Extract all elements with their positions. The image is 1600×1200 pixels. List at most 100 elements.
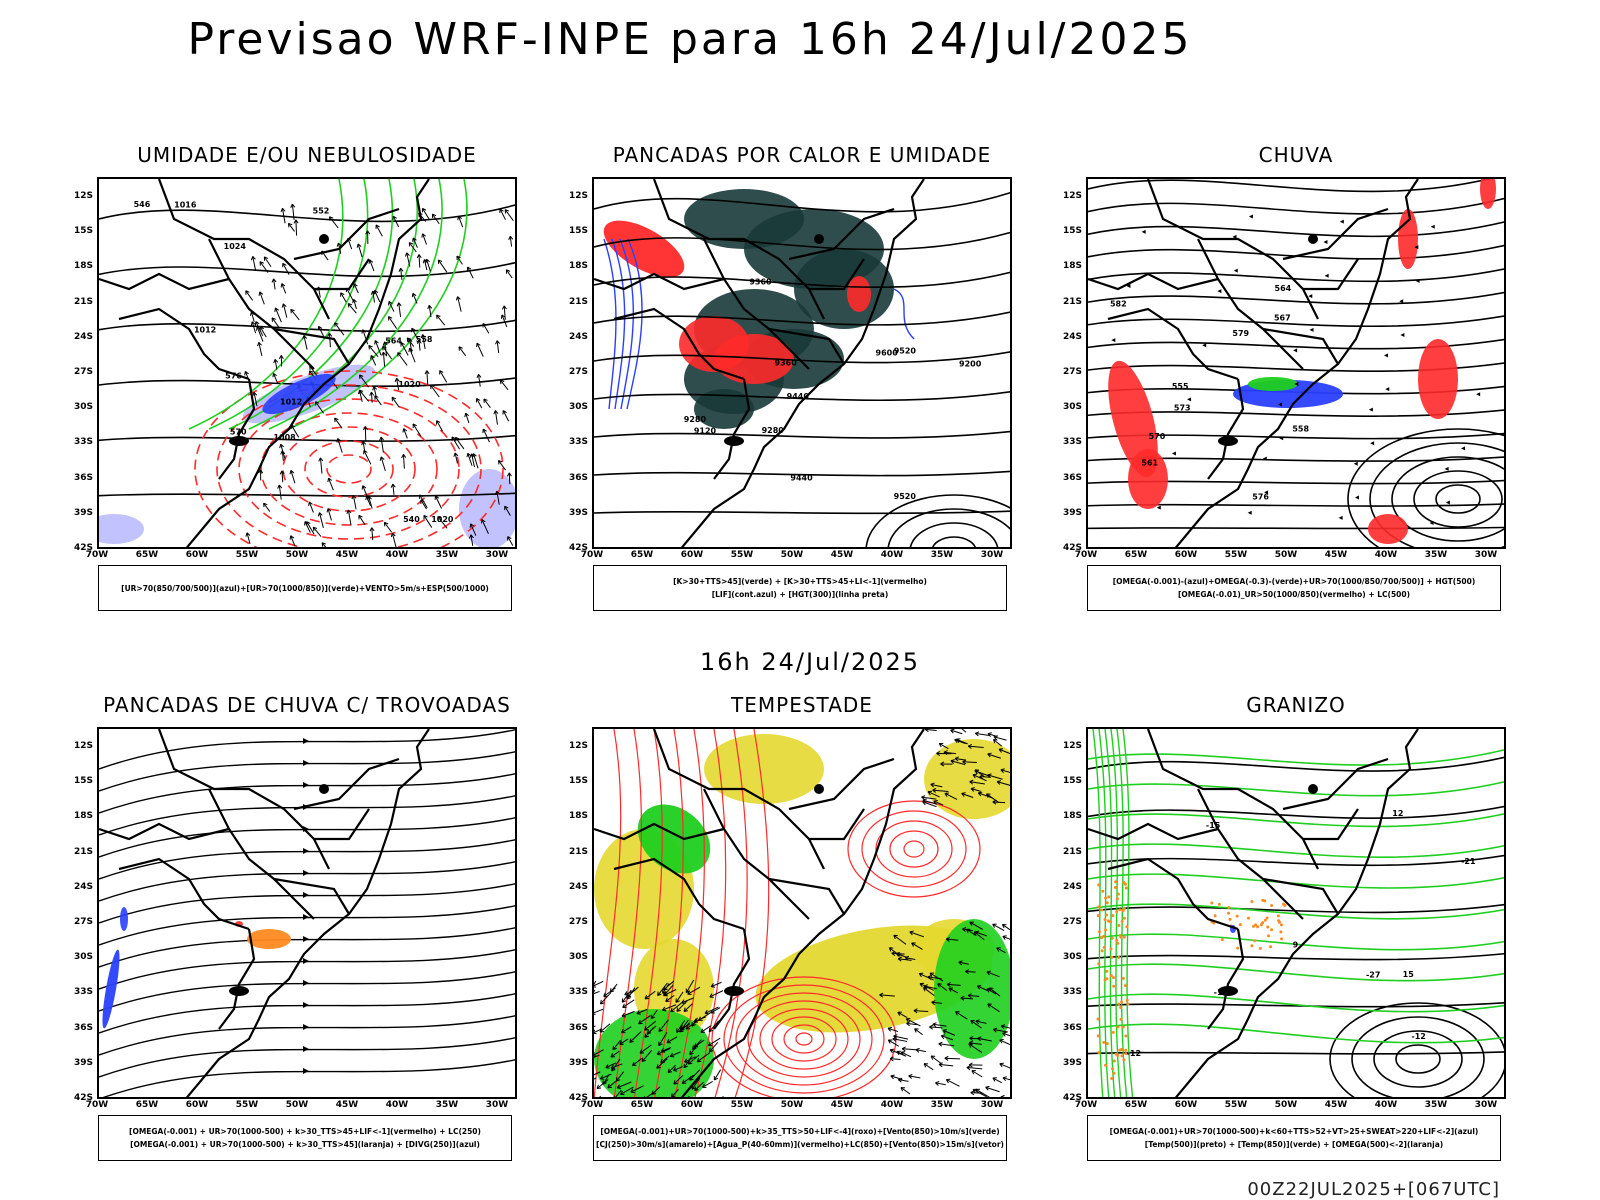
wind-vector xyxy=(375,224,383,237)
wind-vector-head xyxy=(1000,1094,1005,1097)
contour-label: -27 xyxy=(1366,970,1380,979)
wind-vector-head xyxy=(245,532,251,537)
wind-vector-head xyxy=(308,501,313,506)
wind-vector-head xyxy=(986,988,991,993)
wind-vector xyxy=(436,314,446,326)
contour-label: 564 xyxy=(385,337,402,346)
wind-vector xyxy=(594,980,604,987)
omega500-point xyxy=(1246,916,1250,920)
contour-line xyxy=(1329,1002,1504,1097)
wind-vector xyxy=(681,997,694,1004)
wind-vector xyxy=(403,428,408,439)
wind-vector-head xyxy=(950,729,955,734)
wind-vector xyxy=(370,355,377,366)
wind-vector-head xyxy=(708,1047,714,1053)
contour-line xyxy=(1088,315,1504,328)
streamline-arrow xyxy=(1126,283,1131,288)
streamline-arrow xyxy=(1429,520,1434,525)
legend-box: [K>30+TTS>45](verde) + [K>30+TTS>45+LI<-… xyxy=(593,565,1007,611)
wind-vector xyxy=(478,374,481,387)
wind-vector xyxy=(975,1020,987,1024)
wind-vector xyxy=(946,1079,960,1087)
wind-vector-head xyxy=(999,1039,1004,1044)
wind-vector xyxy=(691,1077,701,1090)
wind-vector-head xyxy=(639,1049,645,1054)
contour-label: 552 xyxy=(313,207,330,216)
country-border xyxy=(208,238,315,370)
wind-vector xyxy=(309,365,318,377)
lat-tick-label: 18S xyxy=(568,811,588,822)
omega500-point xyxy=(1252,924,1256,928)
wind-vector xyxy=(708,1041,719,1053)
wind-vector-head xyxy=(909,930,914,936)
streamline-arrow xyxy=(1368,407,1373,412)
omega500-point xyxy=(1279,923,1283,927)
wind-vector-head xyxy=(955,1011,960,1016)
wind-vector xyxy=(594,980,597,986)
wind-vector xyxy=(931,1001,943,1004)
lat-tick-label: 15S xyxy=(568,226,588,237)
wind-vector-head xyxy=(975,1019,980,1025)
wind-vector xyxy=(663,980,675,991)
wind-vector xyxy=(942,1029,956,1036)
wind-vector-head xyxy=(612,1045,617,1051)
wind-vector xyxy=(471,453,476,468)
contour-line xyxy=(1088,854,1504,867)
streamline-arrow xyxy=(1156,505,1161,510)
wind-vector xyxy=(985,1086,1000,1093)
lon-tick-label: 55W xyxy=(1224,1100,1248,1110)
wind-vector-head xyxy=(630,1088,635,1093)
country-border xyxy=(768,327,845,365)
lat-tick-label: 39S xyxy=(73,1057,93,1068)
wind-vector xyxy=(1000,769,1010,773)
map-pancadas-calor: 9600 9520 9520 9440 9440 9360 9360 9280 9280 9200… xyxy=(592,177,1012,549)
wind-vector-head xyxy=(992,1077,997,1082)
wind-vector xyxy=(245,290,254,301)
contour-label: 9280 xyxy=(684,415,707,424)
lon-tick-label: 30W xyxy=(980,550,1004,560)
wind-vector xyxy=(902,1048,917,1051)
contour-line xyxy=(238,398,460,540)
wind-vector-head xyxy=(887,1039,893,1044)
lon-tick-label: 55W xyxy=(235,1100,259,1110)
wind-vector-head xyxy=(607,1083,612,1089)
wind-vector-head xyxy=(895,952,901,957)
wind-vector-head xyxy=(244,371,249,376)
omega500-point xyxy=(1118,908,1122,912)
country-border xyxy=(1282,207,1389,261)
contour-line xyxy=(594,390,1010,402)
lat-tick-label: 30S xyxy=(73,402,93,413)
lon-tick-label: 45W xyxy=(830,1100,854,1110)
wind-vector xyxy=(1002,935,1010,940)
omega500-point xyxy=(1122,1058,1126,1062)
omega500-point xyxy=(1124,1048,1128,1052)
streamline-arrow xyxy=(1141,229,1146,234)
country-border xyxy=(314,808,370,841)
wind-vector-head xyxy=(992,1027,998,1033)
streamline-arrow xyxy=(1323,240,1328,245)
contour-label: -18 xyxy=(1214,988,1229,997)
wind-vector-head xyxy=(673,1080,678,1085)
streamline-arrow xyxy=(1308,294,1313,299)
lat-tick-label: 36S xyxy=(1062,1022,1082,1033)
wind-vector xyxy=(919,983,935,991)
wind-vector-head xyxy=(944,792,949,797)
streamline-arrow xyxy=(1294,382,1299,387)
omega500-point xyxy=(1110,1076,1114,1080)
country-border xyxy=(809,258,865,291)
wind-vector-head xyxy=(379,436,385,441)
map-granizo: -12 -12 -15 -18 -21 -27 9 12 15 xyxy=(1086,727,1506,1099)
wind-vector xyxy=(353,299,357,310)
contour-label: 558 xyxy=(416,335,433,344)
lat-tick-label: 30S xyxy=(1062,402,1082,413)
wind-vector-head xyxy=(911,942,916,947)
wind-vector-head xyxy=(280,283,286,288)
wind-vector xyxy=(422,208,431,221)
wind-vector-head xyxy=(889,1048,895,1054)
omega500-point xyxy=(1103,978,1107,982)
wind-vector-head xyxy=(353,283,358,288)
lat-tick-label: 18S xyxy=(73,811,93,822)
wind-vector xyxy=(358,389,370,402)
precip-water-contour xyxy=(847,800,981,898)
wind-vector-head xyxy=(502,410,507,415)
